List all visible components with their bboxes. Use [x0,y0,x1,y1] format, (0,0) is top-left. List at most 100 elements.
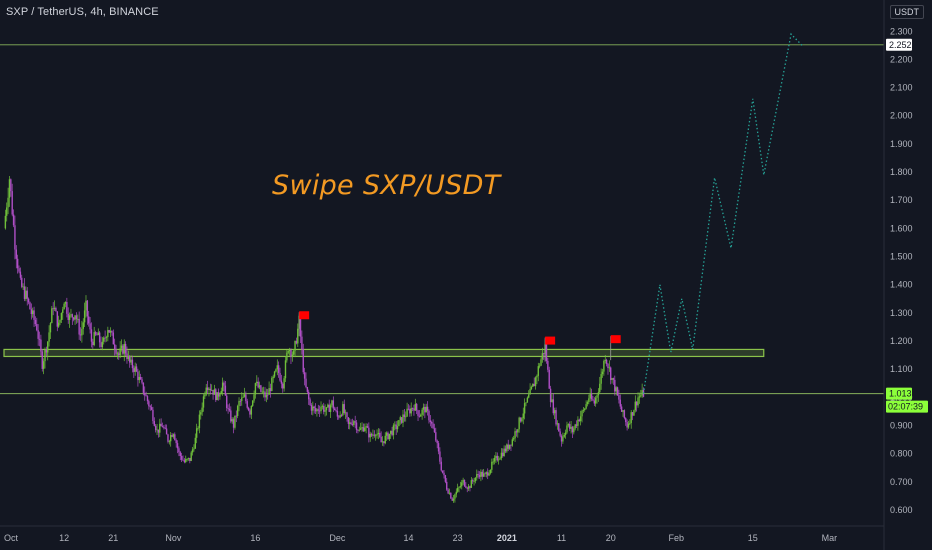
candle-body [399,417,401,421]
x-tick-label: 11 [557,533,566,543]
candle-body [502,452,504,457]
candle-body [176,443,179,449]
candle-body [284,360,287,379]
candle-body [148,401,150,407]
candle-body [495,455,497,459]
candle-body [6,207,8,216]
candle-body [7,197,9,208]
candle-body [30,309,33,314]
candle-body [141,379,143,383]
candle-body [328,404,330,412]
red-flag-icon[interactable] [299,311,310,320]
candle-body [221,382,224,392]
x-tick-label: 2021 [497,533,517,543]
candle-body [10,179,12,192]
candle-body [611,378,613,380]
candle-body [223,382,225,386]
candle-body [108,330,110,333]
candle-body [499,458,501,460]
candle-body [159,423,161,433]
candle-body [116,353,119,355]
candle-body [538,365,541,367]
candle-body [257,381,259,388]
candle-body [439,451,441,462]
candle-body [212,389,214,395]
candle-body [533,383,535,387]
candle-body [138,376,140,381]
candle-body [22,286,24,288]
candle-body [588,398,590,403]
candle-body [467,486,470,489]
candle-body [577,419,579,426]
candle-body [506,444,508,452]
candle-body [168,441,171,443]
candle-body [590,393,593,400]
candle-body [559,431,561,436]
candle-body [381,441,384,443]
candle-body [431,422,433,424]
candle-body [354,421,356,423]
candle-body [37,330,39,339]
candle-body [57,322,60,327]
candle-body [271,378,273,391]
candle-body [38,338,41,340]
current-price-badge[interactable] [886,387,912,400]
candle-body [16,258,19,269]
y-tick-label: 1.700 [890,195,913,205]
candle-body [36,324,38,331]
candle-body [493,458,496,462]
candle-body [387,432,389,440]
candle-body [123,343,125,354]
candle-body [519,417,522,422]
candle-body [566,425,568,433]
candle-body [144,392,146,396]
candle-body [351,424,354,425]
candle-body [83,310,86,323]
candle-body [421,409,423,415]
candle-body [522,413,524,419]
candle-body [623,410,626,419]
candle-body [507,444,509,449]
candle-body [346,412,348,418]
candle-body [246,401,248,408]
candle-body [358,429,360,431]
y-tick-label: 0.700 [890,477,913,487]
currency-unit-badge[interactable]: USDT [889,5,924,19]
candle-body [62,309,64,313]
y-tick-label: 1.300 [890,308,913,318]
y-tick-label: 1.400 [890,280,913,290]
candle-body [126,353,128,360]
x-tick-label: Nov [165,533,182,543]
target-price-badge[interactable] [886,38,912,51]
candle-body [264,391,266,398]
red-flag-icon[interactable] [545,336,556,345]
candle-body [553,410,556,414]
candle-body [461,482,463,487]
candle-body [637,397,639,406]
candle-body [605,359,608,364]
candle-body [157,429,160,433]
candle-body [589,393,591,399]
candle-body [59,319,61,323]
candle-body [247,407,250,411]
y-tick-label: 2.300 [890,26,913,36]
candle-body [362,427,365,432]
candle-body [314,408,317,412]
candle-body [608,367,611,369]
candle-body [226,395,228,408]
candle-body [234,415,236,428]
candle-body [94,332,97,335]
candle-body [145,395,147,397]
support-zone-rect[interactable] [3,348,765,358]
candle-body [510,444,512,446]
candle-body [620,406,623,412]
red-flag-icon[interactable] [610,335,621,344]
candle-body [90,329,93,342]
candle-body [392,425,395,436]
candle-body [597,392,600,396]
candle-body [335,410,337,411]
projection-path[interactable] [642,32,803,394]
candle-body [160,423,162,427]
candle-body [622,410,624,412]
